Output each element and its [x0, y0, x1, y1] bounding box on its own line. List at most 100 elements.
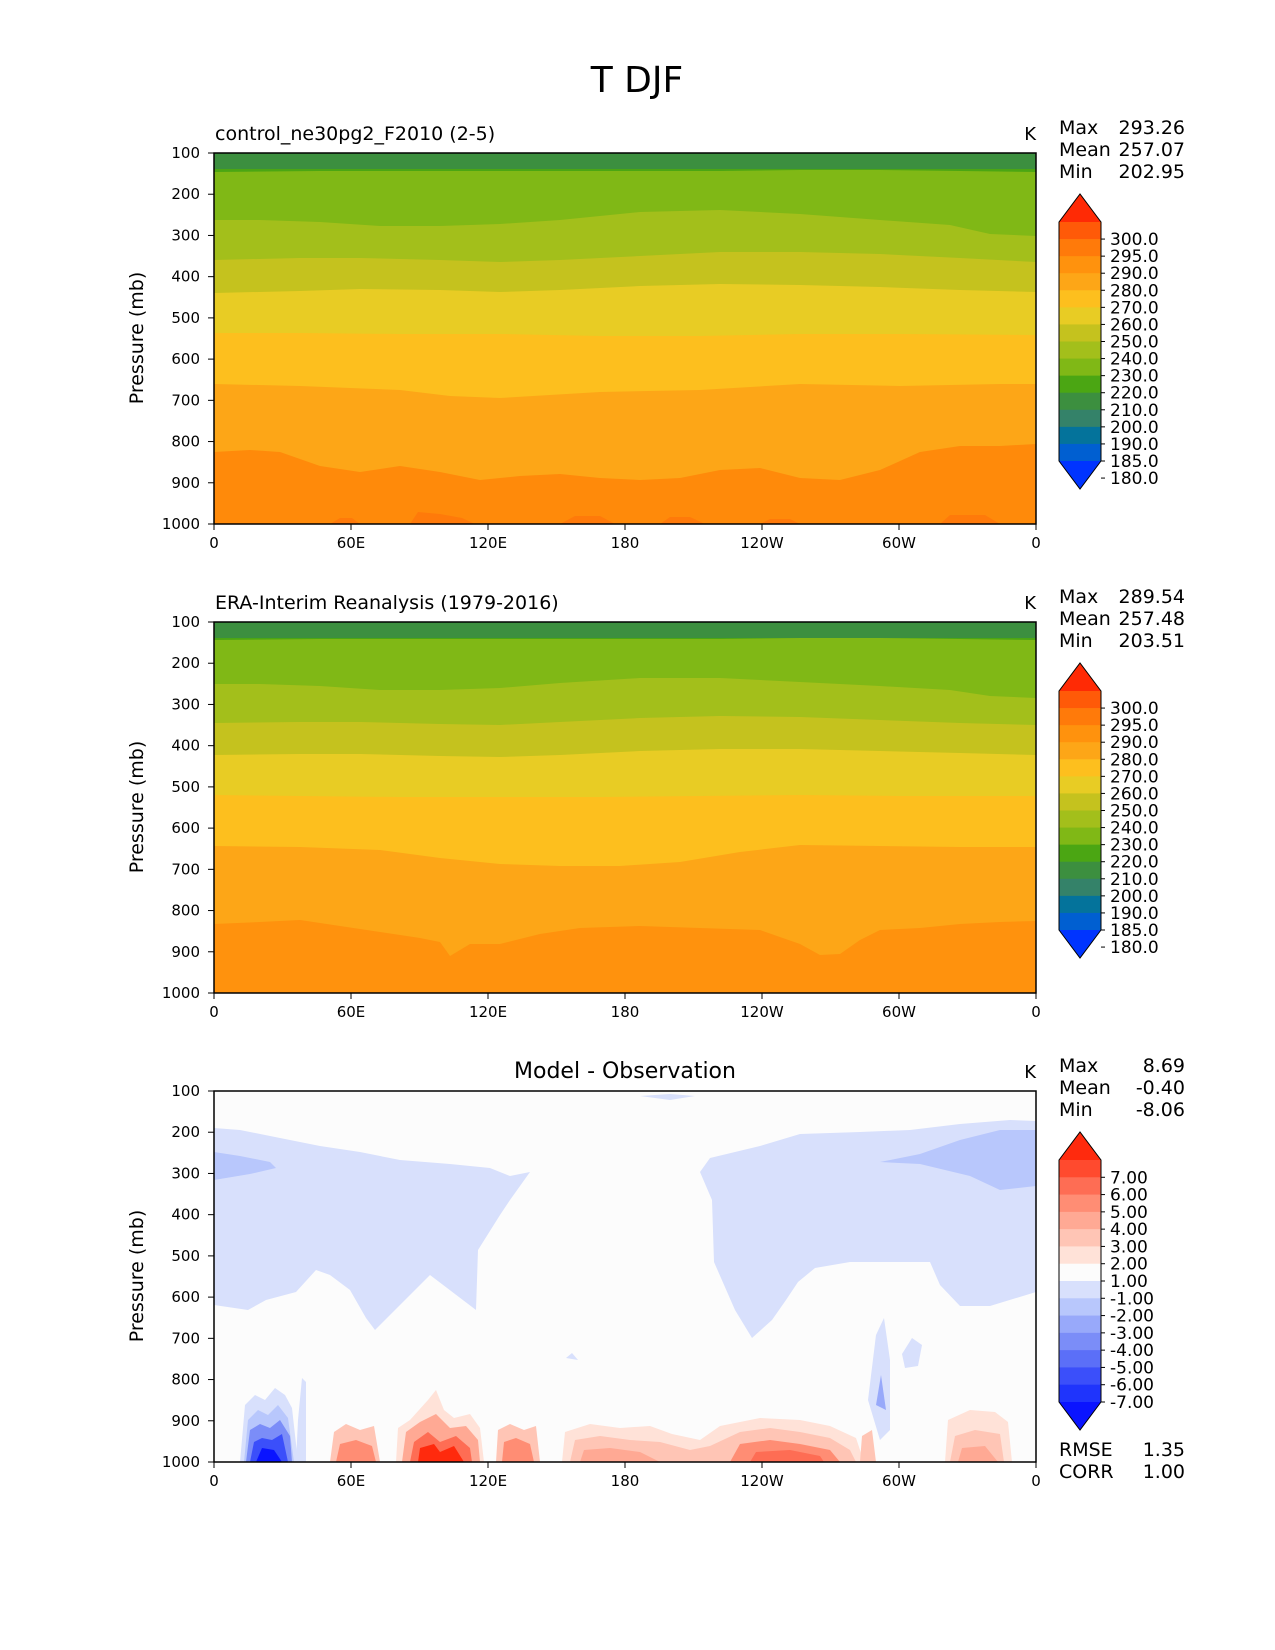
stat-label: Mean — [1059, 608, 1111, 630]
colorbar-label: 5.00 — [1110, 1203, 1148, 1223]
contour-fill-model — [214, 153, 1036, 524]
y-axis-label: Pressure (mb) — [126, 272, 148, 405]
x-tick-label: 0 — [209, 534, 219, 552]
band-200-210 — [214, 153, 1036, 169]
panel-difference: 100 200 300 400 500 600 700 800 900 1000 0 60E 120E 1… — [126, 1055, 1185, 1490]
colorbar-segment — [1059, 341, 1101, 360]
colorbar-segment — [1059, 844, 1101, 863]
units-label: K — [1024, 124, 1037, 145]
band-neg-1-to-2 — [868, 1318, 890, 1440]
band-290-295 — [410, 512, 475, 524]
band-neg-1-to-2 — [700, 1120, 1036, 1338]
axes-model: 100 200 300 400 500 600 700 800 900 1000 0 60E 120E 1… — [162, 144, 1041, 552]
colorbar-label: -2.00 — [1110, 1307, 1154, 1327]
colorbar-reference: 300.0295.0290.0280.0270.0260.0250.0240.0… — [1058, 662, 1159, 959]
x-tick-label: 120W — [740, 1003, 784, 1021]
colorbar-segment — [1059, 1211, 1101, 1230]
units-label: K — [1024, 1062, 1037, 1083]
colorbar-difference: 7.006.005.004.003.002.001.00-1.00-2.00-3… — [1058, 1131, 1154, 1431]
stat-label: Min — [1059, 161, 1093, 183]
colorbar-segment — [1059, 222, 1101, 240]
colorbar-label: 280.0 — [1110, 750, 1159, 770]
band-neg-3-to-4 — [876, 1375, 886, 1410]
x-tick-label: 60E — [337, 534, 366, 552]
stat-label: Max — [1059, 1055, 1098, 1077]
y-tick-label: 800 — [171, 902, 200, 920]
colorbar-label: 260.0 — [1110, 315, 1159, 335]
y-tick-label: 900 — [171, 474, 200, 492]
colorbar-segment — [1059, 759, 1101, 777]
y-tick-label: 500 — [171, 309, 200, 327]
colorbar-label: -1.00 — [1110, 1289, 1154, 1309]
band-above-7 — [418, 1444, 464, 1462]
stat-label: Mean — [1059, 139, 1111, 161]
band-3-to-4 — [580, 1448, 660, 1462]
colorbar-label: 190.0 — [1110, 435, 1159, 455]
colorbar-label: -5.00 — [1110, 1358, 1154, 1378]
colorbar-segment — [1059, 861, 1101, 880]
colorbar-segment — [1059, 793, 1101, 811]
stat-value: 257.48 — [1119, 608, 1185, 630]
colorbar-segment — [1059, 324, 1101, 342]
colorbar-segment — [1059, 307, 1101, 325]
y-tick-label: 100 — [171, 613, 200, 631]
colorbar-label: 270.0 — [1110, 767, 1159, 787]
y-tick-label: 900 — [171, 943, 200, 961]
x-tick-label: 0 — [1031, 534, 1041, 552]
band-neg-1-to-2 — [640, 1094, 695, 1100]
colorbar-segment — [1059, 1194, 1101, 1213]
x-tick-label: 120W — [740, 534, 784, 552]
colorbar-label: 260.0 — [1110, 784, 1159, 804]
stat-label: Mean — [1059, 1077, 1111, 1099]
band-4-to-5 — [502, 1438, 534, 1462]
y-tick-label: 400 — [171, 1206, 200, 1224]
colorbar-label: 280.0 — [1110, 281, 1159, 301]
y-axis-label: Pressure (mb) — [126, 1210, 148, 1343]
y-tick-label: 500 — [171, 1247, 200, 1265]
colorbar-label: 210.0 — [1110, 401, 1159, 421]
x-tick-label: 60E — [337, 1472, 366, 1490]
colorbar-label: 230.0 — [1110, 836, 1159, 856]
y-tick-label: 700 — [171, 391, 200, 409]
colorbar-segment — [1059, 725, 1101, 743]
stats-block: Max 8.69 Mean -0.40 Min -8.06 RMSE 1.35 … — [1059, 1055, 1185, 1483]
colorbar-label: 220.0 — [1110, 853, 1159, 873]
panel-reference: 100 200 300 400 500 600 700 800 900 1000 0 60E 120E 1… — [126, 586, 1185, 1021]
band-4-to-5 — [336, 1440, 376, 1462]
colorbar-segment — [1059, 358, 1101, 377]
stat-value: 1.35 — [1143, 1439, 1185, 1461]
y-tick-label: 100 — [171, 144, 200, 162]
colorbar-segment — [1059, 1229, 1101, 1247]
colorbar-label: 7.00 — [1110, 1168, 1148, 1188]
band-290-295 — [940, 515, 1000, 524]
colorbar-label: 240.0 — [1110, 819, 1159, 839]
x-tick-label: 180 — [611, 1003, 640, 1021]
band-below-neg-7 — [256, 1448, 282, 1462]
panel-left-title: control_ne30pg2_F2010 (2-5) — [215, 123, 495, 145]
stat-label: Max — [1059, 586, 1098, 608]
x-tick-label: 60W — [882, 534, 916, 552]
colorbar-segment — [1059, 1177, 1101, 1196]
colorbar-extend-min — [1059, 461, 1101, 489]
colorbar-label: -3.00 — [1110, 1324, 1154, 1344]
colorbar-label: 300.0 — [1110, 230, 1159, 250]
colorbar-label: 240.0 — [1110, 350, 1159, 370]
contour-fill-difference — [214, 1091, 1036, 1462]
stat-value: -8.06 — [1136, 1099, 1185, 1121]
stat-label: Max — [1059, 117, 1098, 139]
colorbar-label: 290.0 — [1110, 264, 1159, 284]
colorbar-label: -6.00 — [1110, 1376, 1154, 1396]
stat-value: 202.95 — [1119, 161, 1185, 183]
y-tick-label: 1000 — [162, 984, 200, 1002]
x-tick-label: 120E — [469, 1003, 507, 1021]
band-290-295 — [560, 516, 615, 524]
y-tick-label: 100 — [171, 1082, 200, 1100]
band-neg-1-to-2 — [902, 1338, 922, 1368]
y-tick-label: 400 — [171, 268, 200, 286]
band-290-295 — [330, 518, 360, 524]
colorbar-segment — [1059, 1263, 1101, 1282]
band-neg-1-to-2 — [214, 1128, 530, 1330]
colorbar-label: 4.00 — [1110, 1220, 1148, 1240]
figure-title: T DJF — [590, 60, 683, 101]
